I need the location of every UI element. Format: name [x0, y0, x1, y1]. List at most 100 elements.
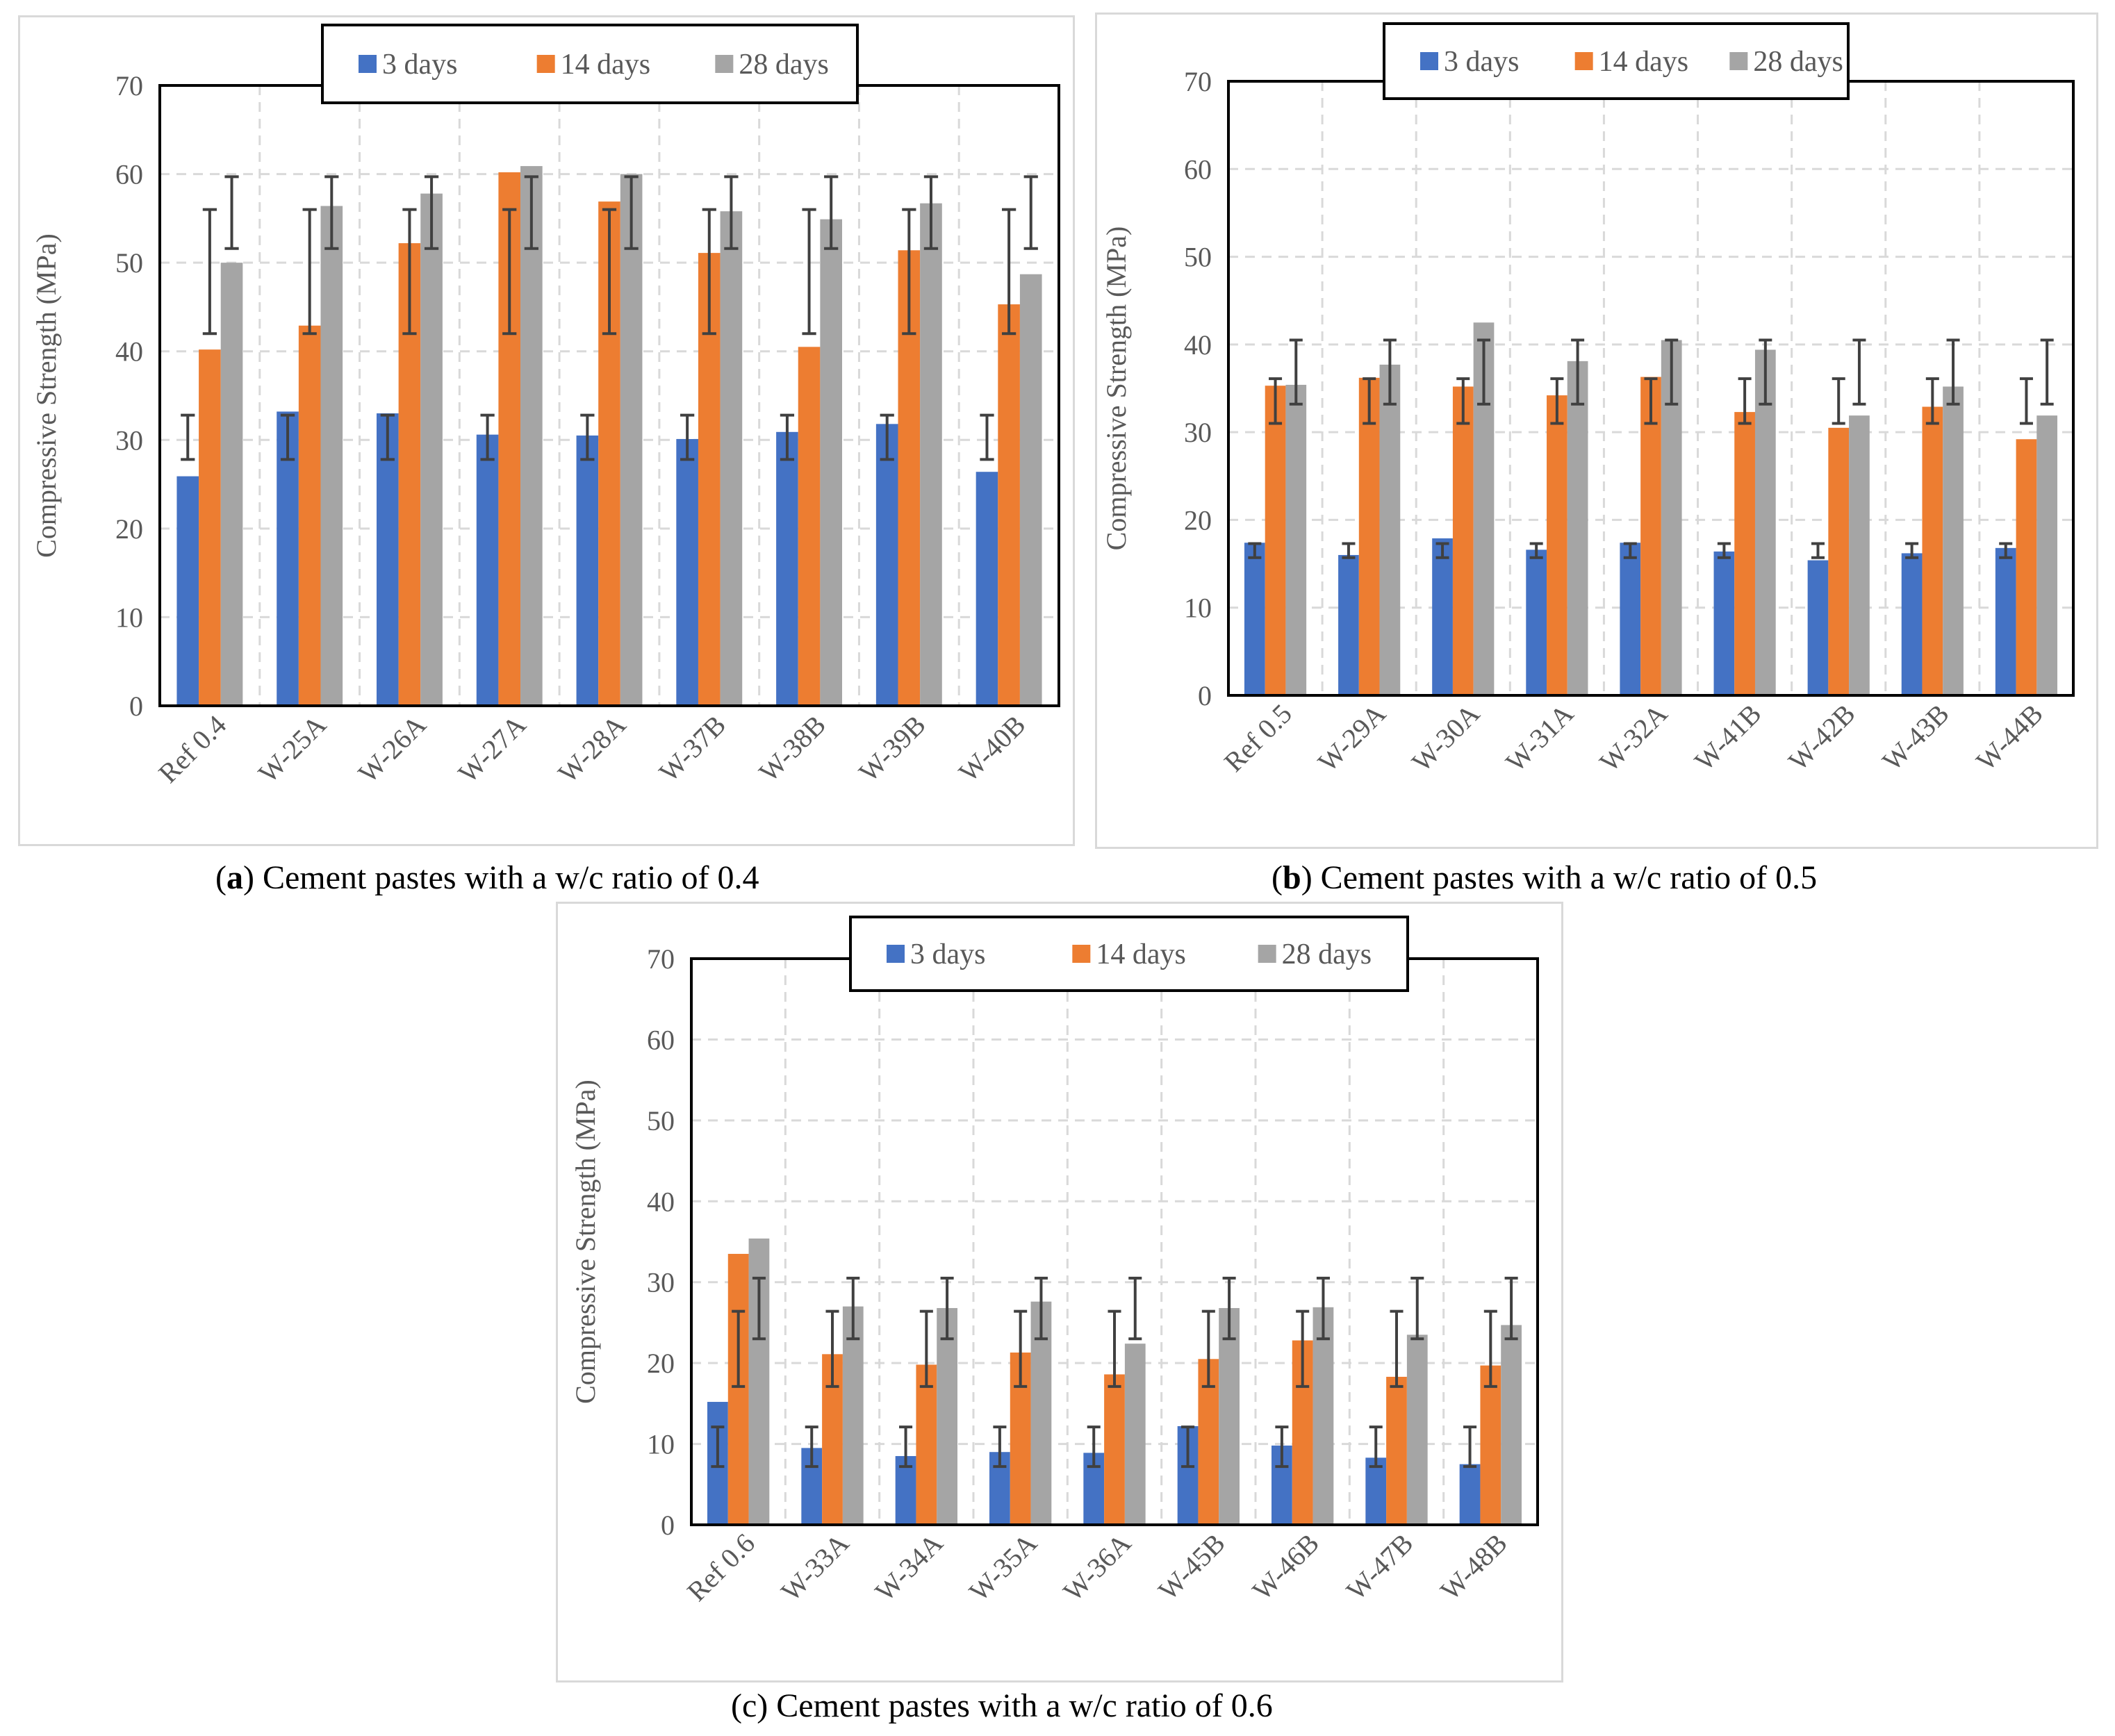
chart-a-bar-3days-W-27A — [476, 434, 499, 706]
chart-b-legend-swatch-14days — [1574, 52, 1593, 70]
chart-b-ytick-0: 0 — [1198, 680, 1212, 711]
chart-a-legend-swatch-3days — [359, 55, 377, 73]
chart-c-bar-14days-W-36A — [1104, 1374, 1125, 1525]
chart-a-xtick-Ref-04: Ref 0.4 — [152, 709, 232, 789]
chart-b-bar-14days-W-42B — [1828, 427, 1850, 695]
chart-b-bar-3days-W-31A — [1526, 549, 1547, 695]
chart-b-bar-14days-W-29A — [1358, 377, 1380, 695]
chart-b-bar-3days-Ref05 — [1244, 543, 1265, 695]
chart-a-ytick-10: 10 — [115, 602, 143, 633]
caption-c: (c) Cement pastes with a w/c ratio of 0.… — [731, 1687, 1273, 1724]
chart-a-bar-3days-W-26A — [376, 413, 399, 706]
chart-b-bar-3days-W-29A — [1338, 554, 1359, 695]
chart-c-ytick-40: 40 — [647, 1186, 675, 1217]
chart-b-bar-28days-W-44B — [2036, 415, 2058, 695]
chart-a-ytick-20: 20 — [115, 513, 143, 545]
chart-b-bar-14days-Ref05 — [1265, 386, 1286, 695]
chart-a-legend-label-14days: 14 days — [561, 49, 651, 81]
chart-a-bar-3days-W-38B — [776, 431, 798, 706]
chart-b-bar-3days-W-41B — [1713, 551, 1735, 695]
chart-b-bar-14days-W-41B — [1734, 412, 1755, 695]
chart-c-bar-14days-W-34A — [916, 1364, 937, 1525]
chart-b-bar-14days-W-31A — [1547, 395, 1567, 695]
chart-b-bar-28days-W-29A — [1379, 364, 1401, 695]
chart-c-ytick-60: 60 — [647, 1024, 675, 1055]
chart-c-ylabel: Compressive Strength (MPa) — [570, 1080, 601, 1404]
chart-a-legend-swatch-28days — [715, 55, 734, 73]
chart-c-bar-3days-W-47B — [1365, 1457, 1387, 1525]
chart-c-legend-label-14days: 14 days — [1096, 939, 1186, 970]
chart-c-bar-28days-W-45B — [1219, 1307, 1240, 1525]
chart-b-legend — [1383, 22, 1850, 100]
chart-c-xtick-Ref-06: Ref 0.6 — [681, 1528, 761, 1607]
chart-a-bar-28days-W-38B — [820, 219, 843, 706]
chart-a-xtick-W-38B: W-38B — [752, 709, 832, 788]
chart-b-legend-label-3days: 3 days — [1444, 46, 1520, 78]
chart-a-ylabel: Compressive Strength (MPa) — [31, 233, 62, 558]
chart-a-ytick-50: 50 — [115, 247, 143, 279]
chart-c-bar-14days-Ref06 — [727, 1253, 749, 1525]
chart-c-bar-14days-W-47B — [1386, 1376, 1407, 1525]
chart-c-ytick-70: 70 — [647, 943, 675, 975]
caption-b: (b) Cement pastes with a w/c ratio of 0.… — [1272, 859, 1818, 896]
chart-a-ytick-40: 40 — [115, 336, 143, 367]
chart-c-ytick-30: 30 — [647, 1267, 675, 1298]
chart-a-bar-28days-W-37B — [720, 211, 743, 706]
chart-b-xtick-W-29A: W-29A — [1312, 697, 1392, 777]
chart-a-bar-28days-W-27A — [520, 166, 543, 706]
chart-a-ytick-0: 0 — [129, 691, 143, 722]
chart-b-legend-swatch-28days — [1729, 52, 1748, 70]
chart-a-bar-28days-W-26A — [420, 193, 443, 706]
chart-b-xtick-W-30A: W-30A — [1406, 697, 1486, 777]
chart-b-xtick-W-41B: W-41B — [1688, 698, 1768, 777]
chart-c-bar-28days-W-33A — [842, 1306, 864, 1525]
chart-b-xtick-Ref-05: Ref 0.5 — [1218, 698, 1298, 778]
chart-c-bar-28days-W-46B — [1312, 1307, 1334, 1525]
chart-c-ytick-0: 0 — [661, 1510, 675, 1541]
chart-c-ytick-50: 50 — [647, 1105, 675, 1136]
chart-b-bar-3days-W-43B — [1901, 553, 1923, 695]
chart-a-xtick-W-27A: W-27A — [452, 709, 532, 788]
chart-b-bar-28days-Ref05 — [1285, 384, 1307, 695]
chart-c-bar-28days-W-36A — [1124, 1344, 1146, 1525]
chart-a-bar-3days-Ref04 — [176, 476, 199, 706]
chart-a-legend-label-28days: 28 days — [739, 49, 829, 81]
chart-c-bar-28days-W-48B — [1501, 1325, 1522, 1525]
chart-a-ytick-70: 70 — [115, 70, 143, 101]
chart-c-legend-swatch-14days — [1072, 945, 1091, 963]
chart-b-legend-label-28days: 28 days — [1753, 46, 1843, 78]
chart-a-ytick-30: 30 — [115, 424, 143, 456]
chart-a-xtick-W-26A: W-26A — [352, 709, 432, 788]
chart-c-xtick-W-46B: W-46B — [1246, 1528, 1326, 1607]
chart-c-legend — [849, 916, 1409, 992]
chart-c-legend-label-3days: 3 days — [910, 939, 986, 970]
chart-a-bar-14days-W-40B — [998, 304, 1020, 706]
chart-c-ytick-20: 20 — [647, 1348, 675, 1379]
chart-b-ytick-70: 70 — [1184, 66, 1212, 97]
chart-a-legend-swatch-14days — [536, 55, 555, 73]
chart-a-bar-14days-Ref04 — [199, 349, 221, 706]
chart-b-ytick-10: 10 — [1184, 593, 1212, 624]
chart-a-bar-28days-W-28A — [620, 174, 643, 706]
chart-b-bar-28days-W-43B — [1943, 386, 1964, 695]
chart-b-bar-14days-W-44B — [2016, 439, 2037, 695]
chart-a-bar-3days-W-39B — [875, 424, 898, 706]
chart-a-bar-28days-W-39B — [920, 203, 942, 706]
chart-a-legend — [321, 24, 859, 104]
chart-c-legend-swatch-3days — [887, 945, 905, 963]
chart-c-legend-label-28days: 28 days — [1282, 939, 1372, 970]
chart-c-xtick-W-47B: W-47B — [1340, 1528, 1419, 1607]
chart-c-xtick-W-36A: W-36A — [1057, 1527, 1137, 1607]
caption-b-letter: b — [1282, 859, 1301, 896]
chart-b-bar-28days-W-31A — [1567, 361, 1588, 695]
chart-b-xtick-W-44B: W-44B — [1970, 698, 2049, 777]
caption-a: (a) Cement pastes with a w/c ratio of 0.… — [215, 859, 759, 896]
chart-c-bar-28days-W-34A — [937, 1307, 957, 1525]
chart-b-bar-28days-W-41B — [1754, 349, 1776, 695]
caption-a-text: Cement pastes with a w/c ratio of 0.4 — [262, 859, 759, 896]
caption-c-text: Cement pastes with a w/c ratio of 0.6 — [776, 1687, 1273, 1724]
chart-b-bar-28days-W-42B — [1849, 415, 1870, 695]
chart-a-bar-28days-Ref04 — [220, 263, 243, 706]
chart-a-xtick-W-40B: W-40B — [953, 709, 1032, 788]
chart-c-bar-14days-W-48B — [1480, 1365, 1501, 1525]
